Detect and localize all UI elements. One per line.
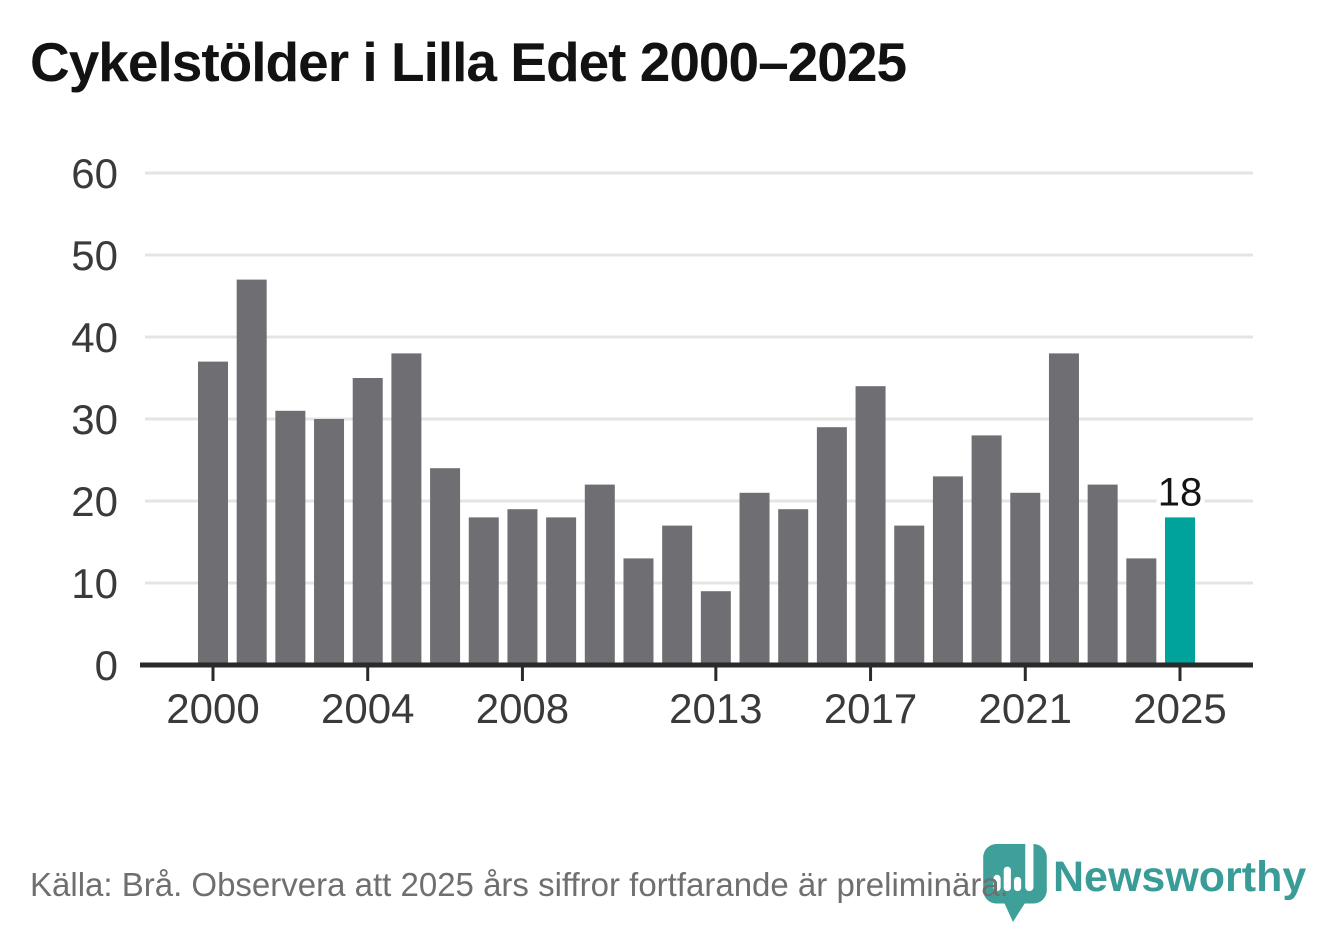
bar-2004 — [352, 378, 383, 665]
bar-2021 — [1010, 492, 1041, 665]
x-axis-line — [140, 662, 1253, 668]
bar-2024 — [1126, 558, 1157, 665]
newsworthy-pin-icon — [983, 844, 1047, 922]
bar-2000 — [198, 361, 228, 665]
bar-2003 — [314, 419, 345, 665]
x-tick-label-2013: 2013 — [669, 685, 762, 732]
bar-2020 — [971, 435, 1002, 665]
y-tick-label-60: 60 — [71, 150, 118, 197]
bar-2019 — [932, 476, 963, 665]
bar-2010 — [584, 484, 615, 665]
bar-2013 — [700, 591, 731, 665]
bar-2012 — [662, 525, 693, 665]
y-tick-label-30: 30 — [71, 396, 118, 443]
newsworthy-logo: Newsworthy — [983, 844, 1306, 924]
bar-2011 — [623, 558, 654, 665]
bar-2002 — [275, 410, 306, 665]
bar-2023 — [1087, 484, 1118, 665]
chart-title: Cykelstölder i Lilla Edet 2000–2025 — [30, 31, 907, 93]
x-tick-label-2008: 2008 — [476, 685, 569, 732]
bar-2007 — [468, 517, 499, 665]
highlight-value-label: 18 — [1158, 470, 1203, 514]
newsworthy-wordmark: Newsworthy — [1053, 853, 1307, 901]
y-tick-label-50: 50 — [71, 232, 118, 279]
bar-2016 — [816, 427, 847, 665]
x-tick-label-2017: 2017 — [824, 685, 917, 732]
y-tick-label-40: 40 — [71, 314, 118, 361]
y-tick-label-0: 0 — [95, 642, 118, 689]
x-tick-label-2000: 2000 — [166, 685, 259, 732]
bar-2018 — [894, 525, 925, 665]
bar-2014 — [739, 492, 770, 665]
x-tick-label-2025: 2025 — [1133, 685, 1226, 732]
bar-2009 — [546, 517, 577, 665]
y-tick-label-20: 20 — [71, 478, 118, 525]
bar-2008 — [507, 509, 538, 665]
x-tick-label-2021: 2021 — [979, 685, 1072, 732]
bar-2025 — [1165, 517, 1195, 665]
bar-2022 — [1048, 353, 1079, 665]
bar-2015 — [778, 509, 809, 665]
bar-2006 — [430, 468, 461, 665]
x-tick-label-2004: 2004 — [321, 685, 414, 732]
bar-2017 — [855, 386, 886, 665]
source-note: Källa: Brå. Observera att 2025 års siffr… — [30, 866, 1009, 903]
bar-2005 — [391, 353, 422, 665]
y-tick-label-10: 10 — [71, 560, 118, 607]
bar-2001 — [236, 279, 267, 665]
